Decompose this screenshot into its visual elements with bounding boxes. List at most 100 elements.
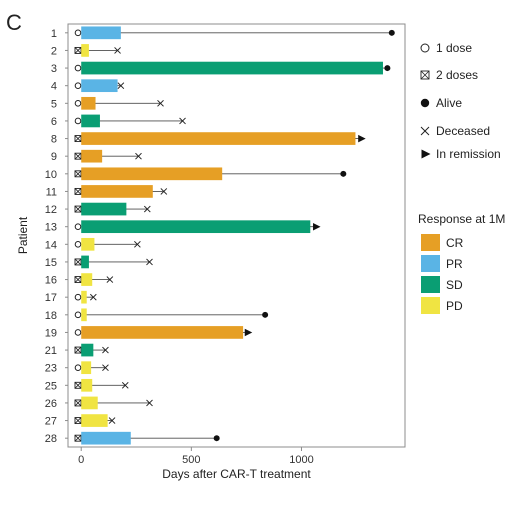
deceased-marker xyxy=(121,381,129,389)
dose-two-icon xyxy=(74,152,82,160)
y-tick-label: 8 xyxy=(51,134,57,146)
legend-one-dose-icon xyxy=(420,43,430,53)
y-tick-label: 3 xyxy=(51,63,57,75)
response-bar xyxy=(81,237,95,251)
y-tick-label: 25 xyxy=(45,380,57,392)
alive-marker xyxy=(340,170,347,177)
response-bar xyxy=(81,431,131,445)
dose-two-icon xyxy=(74,346,82,354)
legend-response-swatch xyxy=(421,276,440,293)
alive-marker xyxy=(262,311,269,318)
legend-two-doses-icon xyxy=(420,70,430,80)
deceased-marker xyxy=(102,364,109,372)
legend-response-swatch xyxy=(421,297,440,314)
legend-alive-icon xyxy=(420,98,430,108)
y-tick-label: 13 xyxy=(45,222,57,234)
deceased-marker xyxy=(157,99,164,107)
response-bar xyxy=(81,167,223,181)
deceased-marker xyxy=(134,240,141,248)
legend-symbol-label: Deceased xyxy=(436,124,490,138)
remission-marker xyxy=(244,328,253,337)
remission-marker xyxy=(313,222,321,231)
response-bar xyxy=(81,44,89,57)
legend-response-label: PD xyxy=(446,299,463,313)
dose-one-icon xyxy=(74,64,82,72)
deceased-marker xyxy=(117,82,125,90)
x-tick-label: 1000 xyxy=(289,454,313,466)
dose-two-icon xyxy=(74,258,82,266)
response-bar xyxy=(81,396,98,410)
dose-two-icon xyxy=(74,205,82,213)
response-bar xyxy=(81,343,94,357)
dose-two-icon xyxy=(74,276,82,284)
alive-marker xyxy=(384,65,391,72)
dose-two-icon xyxy=(74,434,82,442)
response-bar xyxy=(81,414,108,427)
dose-two-icon xyxy=(74,417,82,425)
y-tick-label: 21 xyxy=(45,345,57,357)
legend-response-swatch xyxy=(421,255,440,272)
y-tick-label: 12 xyxy=(45,204,57,216)
y-tick-label: 10 xyxy=(45,169,57,181)
y-tick-label: 9 xyxy=(51,151,57,163)
y-tick-label: 4 xyxy=(51,81,57,93)
deceased-marker xyxy=(102,346,109,354)
deceased-marker xyxy=(179,117,186,125)
plot-frame xyxy=(67,23,406,448)
y-axis-title: Patient xyxy=(16,216,30,254)
x-tick-label: 500 xyxy=(182,454,200,466)
dose-one-icon xyxy=(74,29,82,37)
legend-symbol-label: 2 doses xyxy=(436,68,478,82)
y-tick-label: 1 xyxy=(51,28,57,40)
x-tick-label: 0 xyxy=(78,454,84,466)
deceased-marker xyxy=(114,47,121,54)
response-bar xyxy=(81,255,89,269)
dose-two-icon xyxy=(74,399,82,407)
deceased-marker xyxy=(160,188,168,195)
panel-label: C xyxy=(6,10,22,35)
legend-response-label: CR xyxy=(446,236,464,250)
y-tick-label: 23 xyxy=(45,363,57,375)
dose-one-icon xyxy=(74,364,82,371)
legend-response-swatch xyxy=(421,234,440,251)
alive-marker xyxy=(388,29,395,36)
y-tick-label: 14 xyxy=(45,239,57,251)
legend-deceased-icon xyxy=(420,126,430,136)
y-tick-label: 2 xyxy=(51,45,57,57)
legend-response-title: Response at 1M xyxy=(418,212,505,226)
response-bar xyxy=(81,26,121,40)
dose-two-icon xyxy=(74,170,82,178)
legend-remission-icon xyxy=(421,149,431,159)
response-bar xyxy=(81,378,93,392)
response-bar xyxy=(81,185,153,198)
deceased-marker xyxy=(106,276,114,283)
legend-symbol-label: 1 dose xyxy=(436,41,472,55)
deceased-marker xyxy=(89,293,97,301)
response-bar xyxy=(81,114,100,128)
y-tick-label: 17 xyxy=(45,292,57,304)
response-bar xyxy=(81,326,244,339)
legend-symbol-label: Alive xyxy=(436,96,462,110)
response-bar xyxy=(81,220,311,234)
response-bar xyxy=(81,149,103,163)
y-tick-label: 11 xyxy=(46,186,57,198)
alive-marker xyxy=(213,435,220,442)
y-tick-label: 27 xyxy=(45,416,57,428)
deceased-marker xyxy=(146,399,153,407)
remission-marker xyxy=(358,134,366,143)
dose-one-icon xyxy=(74,329,82,336)
dose-two-icon xyxy=(74,381,82,389)
y-tick-label: 6 xyxy=(51,116,57,128)
response-bar xyxy=(81,79,118,93)
response-bar xyxy=(81,202,127,216)
dose-one-icon xyxy=(74,293,82,301)
deceased-marker xyxy=(108,417,116,424)
dose-one-icon xyxy=(74,82,82,89)
dose-two-icon xyxy=(74,187,82,195)
y-tick-label: 5 xyxy=(51,98,57,110)
dose-one-icon xyxy=(74,117,82,125)
dose-one-icon xyxy=(74,100,82,107)
legend-response-label: PR xyxy=(446,257,463,271)
dose-one-icon xyxy=(74,311,82,319)
